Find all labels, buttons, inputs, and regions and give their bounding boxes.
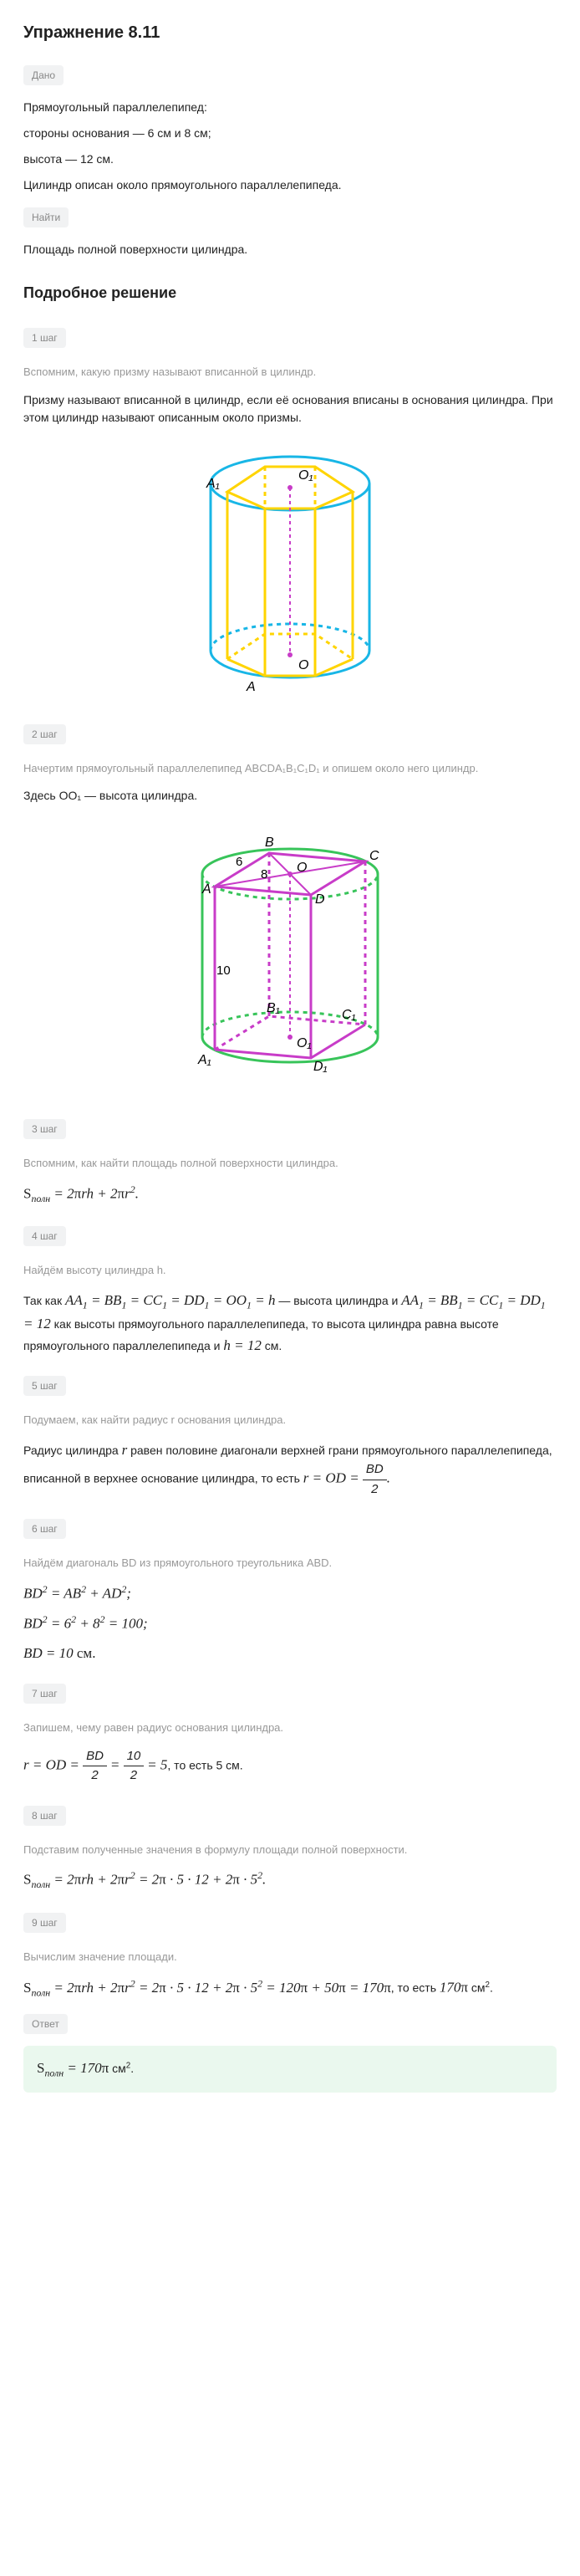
find-line: Площадь полной поверхности цилиндра.	[23, 241, 557, 258]
fig2-label-D: D	[315, 892, 325, 907]
step-pill: 2 шаг	[23, 724, 66, 744]
answer-box: Sполн = 170π см2.	[23, 2046, 557, 2093]
fig2-label-B: B	[265, 836, 274, 850]
fig2-label-10: 10	[216, 963, 231, 978]
step-body: Призму называют вписанной в цилиндр, есл…	[23, 391, 557, 427]
step-pill: 9 шаг	[23, 1913, 66, 1933]
find-label: Найти	[23, 207, 69, 227]
figure-2: A B C D O A₁ B₁ C₁ D₁ O₁ 6 8 10	[23, 820, 557, 1092]
step-faint: Вычислим значение площади.	[23, 1949, 557, 1965]
fig2-label-A1: A₁	[197, 1053, 211, 1067]
step-pill: 6 шаг	[23, 1519, 66, 1539]
step-faint: Запишем, чему равен радиус основания цил…	[23, 1720, 557, 1736]
solution-header: Подробное решение	[23, 282, 557, 304]
fig2-label-D1: D₁	[313, 1060, 328, 1074]
fig1-label-A1: A₁	[206, 477, 220, 491]
fig2-label-A: A	[201, 882, 211, 897]
step-body: Так как AA1 = BB1 = CC1 = DD1 = OO1 = h …	[23, 1290, 557, 1356]
fig2-label-C: C	[369, 849, 379, 863]
answer-label: Ответ	[23, 2014, 68, 2034]
given-line: стороны основания — 6 см и 8 см;	[23, 125, 557, 142]
step-body: Здесь OO₁ — высота цилиндра.	[23, 787, 557, 805]
step-pill: 7 шаг	[23, 1684, 66, 1704]
fig2-label-O1: O₁	[297, 1036, 312, 1050]
fig2-label-6: 6	[236, 855, 242, 869]
step-formula: Sполн = 2πrh + 2πr2.	[23, 1183, 557, 1207]
fig2-label-O: O	[297, 861, 307, 875]
step-formula: Sполн = 2πrh + 2πr2 = 2π · 5 · 12 + 2π ·…	[23, 1868, 557, 1893]
figure-1: O₁ O A₁ A	[23, 442, 557, 698]
given-line: высота — 12 см.	[23, 151, 557, 168]
fig2-label-C1: C₁	[342, 1008, 356, 1022]
step-pill: 5 шаг	[23, 1376, 66, 1396]
step-formula: Sполн = 2πrh + 2πr2 = 2π · 5 · 12 + 2π ·…	[23, 1976, 557, 2001]
given-line: Прямоугольный параллелепипед:	[23, 99, 557, 116]
step-body: Радиус цилиндра r равен половине диагона…	[23, 1439, 557, 1500]
step-faint: Вспомним, как найти площадь полной повер…	[23, 1155, 557, 1172]
step-faint: Вспомним, какую призму называют вписанно…	[23, 364, 557, 381]
step-line: BD2 = 62 + 82 = 100;	[23, 1613, 557, 1634]
step-pill: 1 шаг	[23, 328, 66, 348]
fig1-label-O1: O₁	[298, 468, 313, 483]
step-faint: Подумаем, как найти радиус r основания ц…	[23, 1412, 557, 1429]
step-pill: 8 шаг	[23, 1806, 66, 1826]
exercise-title: Упражнение 8.11	[23, 20, 557, 45]
fig2-label-8: 8	[261, 867, 267, 882]
step-pill: 4 шаг	[23, 1226, 66, 1246]
step-faint: Подставим полученные значения в формулу …	[23, 1842, 557, 1858]
given-label: Дано	[23, 65, 64, 85]
step-formula: r = OD = BD2 = 102 = 5, то есть 5 см.	[23, 1747, 557, 1786]
fig2-label-B1: B₁	[267, 1001, 280, 1015]
step-line: BD = 10 см.	[23, 1643, 557, 1664]
step-pill: 3 шаг	[23, 1119, 66, 1139]
fig1-label-A: A	[246, 680, 256, 693]
step-faint: Найдём диагональ BD из прямоугольного тр…	[23, 1555, 557, 1572]
step-faint: Начертим прямоугольный параллелепипед AB…	[23, 760, 557, 777]
fig1-label-O: O	[298, 658, 308, 672]
step-faint: Найдём высоту цилиндра h.	[23, 1262, 557, 1279]
given-line: Цилиндр описан около прямоугольного пара…	[23, 176, 557, 194]
step-line: BD2 = AB2 + AD2;	[23, 1582, 557, 1604]
